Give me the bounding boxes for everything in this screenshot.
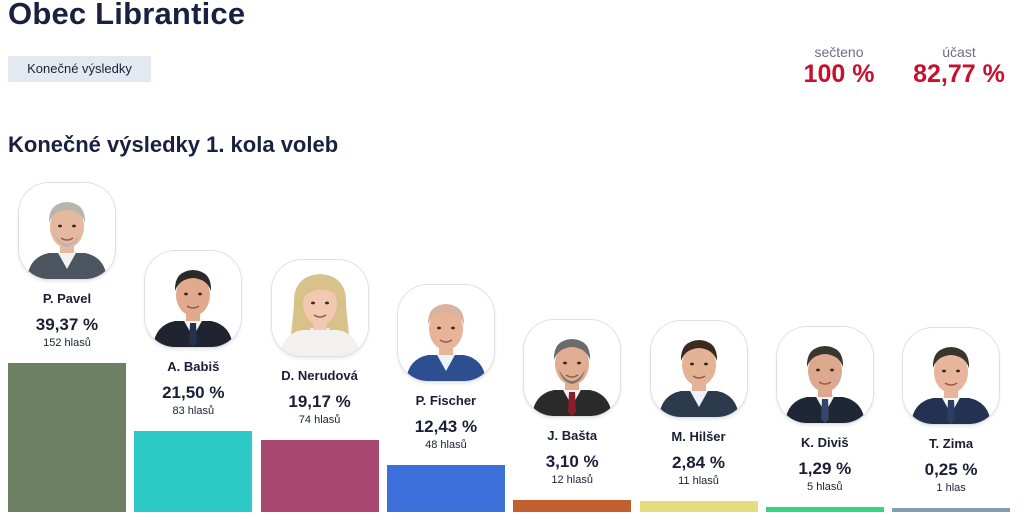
turnout-stat: účast 82,77 %	[902, 44, 1016, 89]
final-results-badge: Konečné výsledky	[8, 56, 151, 82]
candidate-votes: 152 hlasů	[43, 337, 91, 350]
portrait-zima-icon	[903, 328, 1000, 424]
counted-stat: sečteno 100 %	[796, 44, 882, 89]
candidate-votes: 5 hlasů	[807, 481, 843, 494]
portrait-divis-icon	[776, 327, 873, 424]
result-bar	[639, 501, 758, 512]
portrait-basta-icon	[524, 320, 621, 417]
candidate-votes: 11 hlasů	[678, 475, 719, 488]
candidate-name: D. Nerudová	[281, 367, 358, 383]
candidate-name: P. Pavel	[42, 291, 92, 307]
result-bar	[765, 507, 884, 512]
candidate-percent: 39,37 %	[35, 315, 99, 335]
candidate-votes: 48 hlasů	[425, 439, 467, 452]
portrait-pavel-icon	[19, 183, 115, 280]
portrait-hilser-icon	[650, 321, 747, 418]
candidate-photo	[397, 285, 494, 382]
candidate-column: K. Diviš 1,29 % 5 hlasů	[765, 0, 884, 520]
candidate-percent: 3,10 %	[545, 452, 599, 472]
candidate-votes: 12 hlasů	[551, 474, 593, 487]
portrait-babis-icon	[145, 250, 242, 347]
portrait-nerudova-icon	[271, 259, 368, 356]
candidate-votes: 1 hlas	[936, 482, 966, 494]
result-bar	[260, 439, 379, 512]
result-bar	[134, 430, 253, 512]
counted-label: sečteno	[814, 44, 864, 60]
candidate-percent: 12,43 %	[414, 417, 478, 437]
result-bar	[892, 508, 1011, 512]
result-bar	[513, 500, 632, 512]
candidate-photo	[271, 259, 368, 356]
candidate-name: P. Fischer	[415, 393, 477, 409]
candidate-column: T. Zima 0,25 % 1 hlas	[892, 0, 1011, 520]
candidate-name: A. Babiš	[167, 358, 220, 374]
candidate-percent: 0,25 %	[924, 460, 978, 479]
candidate-percent: 21,50 %	[162, 382, 225, 402]
candidate-percent: 19,17 %	[288, 391, 351, 411]
candidate-percent: 1,29 %	[798, 459, 852, 479]
counted-value: 100 %	[803, 60, 875, 88]
candidate-votes: 74 hlasů	[298, 413, 341, 426]
candidate-photo	[145, 250, 242, 347]
candidate-column: M. Hilšer 2,84 % 11 hlasů	[639, 0, 758, 520]
result-bar	[386, 465, 505, 512]
candidate-photo	[524, 320, 621, 417]
section-title: Konečné výsledky 1. kola voleb	[8, 132, 339, 157]
candidate-photo	[776, 327, 873, 424]
candidate-photo	[903, 328, 1000, 424]
candidate-column: J. Bašta 3,10 % 12 hlasů	[513, 0, 632, 520]
portrait-fischer-icon	[397, 285, 494, 382]
candidate-name: K. Diviš	[800, 435, 849, 451]
candidate-name: M. Hilšer	[671, 429, 726, 445]
candidate-photo	[650, 321, 747, 418]
result-bar	[8, 363, 126, 512]
turnout-label: účast	[942, 44, 976, 60]
candidate-column: D. Nerudová 19,17 % 74 hlasů	[260, 0, 379, 520]
candidate-photo	[19, 183, 115, 280]
candidate-column: A. Babiš 21,50 % 83 hlasů	[134, 0, 253, 520]
candidate-name: J. Bašta	[547, 428, 598, 444]
candidate-percent: 2,84 %	[672, 453, 725, 473]
candidate-votes: 83 hlasů	[172, 404, 215, 417]
candidate-column: P. Pavel 39,37 % 152 hlasů	[8, 0, 126, 520]
candidate-column: P. Fischer 12,43 % 48 hlasů	[386, 0, 505, 520]
candidate-name: T. Zima	[929, 436, 974, 451]
page-title: Obec Librantice	[8, 0, 246, 31]
turnout-value: 82,77 %	[913, 60, 1005, 88]
